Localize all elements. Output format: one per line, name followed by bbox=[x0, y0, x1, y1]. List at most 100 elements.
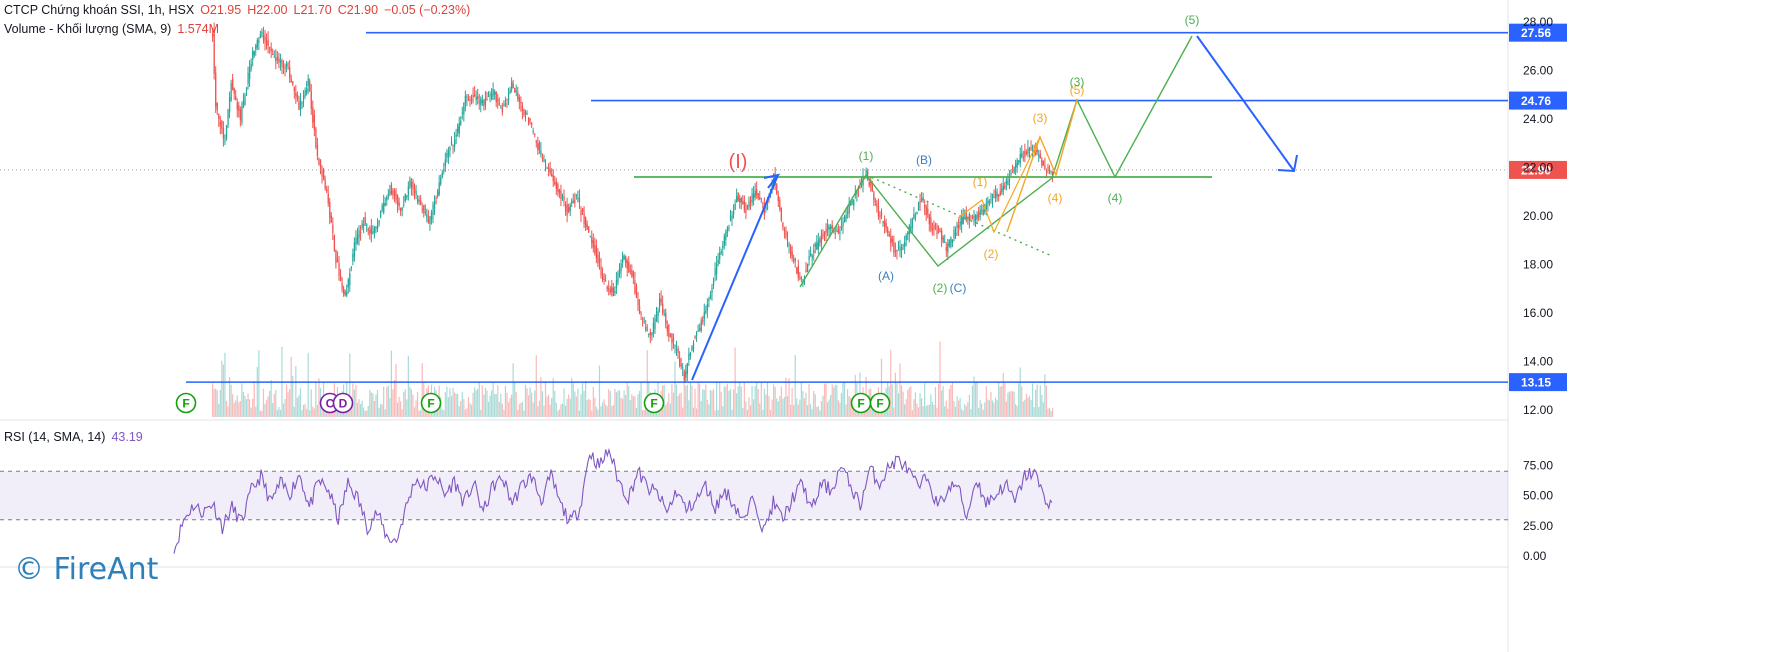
candle-body bbox=[902, 244, 904, 246]
candle-body bbox=[358, 230, 360, 238]
candle-body bbox=[749, 200, 752, 202]
volume-bar bbox=[349, 353, 351, 417]
candle-body bbox=[380, 211, 382, 218]
volume-bar bbox=[571, 378, 573, 417]
volume-bar bbox=[520, 402, 522, 417]
volume-bar bbox=[831, 384, 833, 417]
candle-body bbox=[494, 91, 496, 95]
candle-body bbox=[350, 266, 353, 268]
candle-body bbox=[919, 200, 921, 203]
volume-bar bbox=[742, 408, 744, 417]
candle-body bbox=[517, 92, 519, 100]
candle-body bbox=[905, 234, 907, 241]
candle-body bbox=[560, 190, 562, 199]
candle-body bbox=[830, 226, 832, 230]
volume-bar bbox=[598, 365, 601, 417]
candle-body bbox=[224, 140, 226, 142]
candle-body bbox=[452, 145, 454, 147]
volume-bar bbox=[269, 390, 271, 417]
wave-label: (I) bbox=[729, 151, 748, 173]
volume-bar bbox=[814, 394, 816, 417]
volume-bar bbox=[361, 400, 363, 417]
candle-body bbox=[566, 203, 568, 216]
candle-body bbox=[520, 101, 522, 104]
volume-bar bbox=[603, 399, 605, 417]
level-price-tag bbox=[1509, 373, 1567, 392]
candle-body bbox=[759, 197, 761, 200]
candle-body bbox=[615, 279, 618, 289]
candle-body bbox=[643, 320, 645, 322]
volume-bar bbox=[244, 395, 246, 417]
volume-bar bbox=[911, 410, 913, 417]
candle-body bbox=[581, 208, 584, 212]
candle-body bbox=[486, 98, 488, 100]
volume-bar bbox=[979, 400, 981, 417]
candle-body bbox=[911, 219, 914, 228]
volume-bar bbox=[395, 364, 397, 417]
candle-body bbox=[487, 96, 490, 98]
volume-bar bbox=[310, 389, 312, 417]
volume-bar bbox=[1005, 401, 1007, 417]
orange-wave-inner bbox=[957, 136, 1041, 234]
candle-body bbox=[984, 208, 986, 213]
wave-label: (C) bbox=[950, 281, 967, 295]
volume-bar bbox=[968, 394, 970, 417]
candle-body bbox=[333, 235, 336, 251]
volume-bar bbox=[500, 393, 502, 417]
volume-bar bbox=[498, 401, 500, 417]
volume-bar bbox=[282, 403, 285, 417]
candle-body bbox=[594, 245, 596, 254]
volume-bar bbox=[947, 408, 949, 417]
candle-body bbox=[794, 258, 796, 262]
candle-body bbox=[913, 214, 915, 220]
volume-bar bbox=[370, 392, 372, 417]
candle-body bbox=[920, 199, 923, 201]
candle-body bbox=[1004, 184, 1006, 189]
candle-body bbox=[598, 259, 601, 262]
volume-bar bbox=[683, 376, 685, 417]
volume-bar bbox=[233, 402, 235, 417]
volume-bar bbox=[729, 389, 732, 417]
volume-bar bbox=[908, 387, 910, 417]
candle-body bbox=[372, 231, 374, 234]
volume-bar bbox=[766, 381, 769, 417]
volume-bar bbox=[699, 383, 701, 417]
candle-body bbox=[242, 100, 245, 108]
candle-body bbox=[605, 280, 607, 282]
candle-body bbox=[717, 259, 719, 264]
candle-body bbox=[524, 112, 527, 115]
candle-body bbox=[825, 229, 827, 233]
candle-body bbox=[1039, 153, 1041, 159]
volume-bar bbox=[981, 403, 983, 417]
volume-bar bbox=[757, 388, 759, 417]
candle-body bbox=[871, 185, 873, 192]
candle-body bbox=[686, 363, 689, 374]
candle-body bbox=[645, 326, 647, 330]
candle-body bbox=[685, 371, 687, 378]
candle-body bbox=[648, 334, 650, 336]
candle-body bbox=[956, 224, 958, 228]
candle-body bbox=[951, 239, 954, 243]
volume-bar bbox=[309, 410, 311, 417]
candle-body bbox=[682, 367, 684, 369]
volume-bar bbox=[931, 401, 933, 417]
volume-bar bbox=[621, 398, 624, 417]
volume-bar bbox=[218, 403, 220, 417]
volume-bar bbox=[264, 403, 266, 417]
volume-bar bbox=[258, 350, 260, 417]
volume-bar bbox=[1010, 391, 1012, 417]
volume-bar bbox=[725, 386, 727, 417]
candle-body bbox=[904, 242, 906, 247]
volume-bar bbox=[535, 355, 537, 417]
volume-bar bbox=[477, 388, 479, 417]
volume-bar bbox=[709, 389, 712, 417]
volume-bar bbox=[722, 406, 724, 417]
volume-bar bbox=[714, 410, 716, 417]
volume-bar bbox=[820, 401, 823, 417]
impulse-arrow bbox=[691, 174, 779, 381]
candle-body bbox=[518, 97, 521, 103]
volume-bar bbox=[791, 388, 793, 417]
candle-body bbox=[629, 270, 631, 272]
volume-bar bbox=[871, 406, 873, 417]
